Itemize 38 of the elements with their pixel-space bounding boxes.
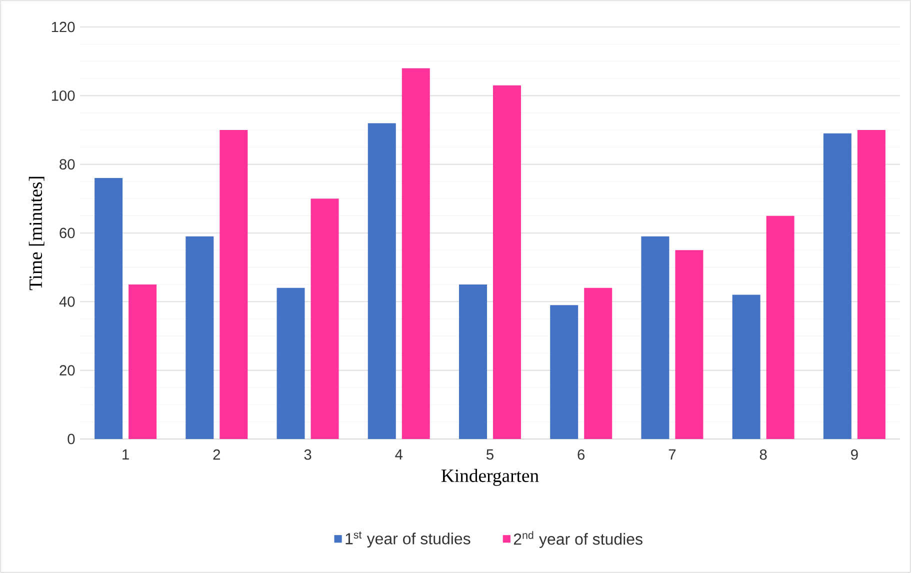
x-tick-label: 2 [213, 449, 220, 460]
x-tick-label: 5 [486, 449, 494, 460]
y-tick-label: 80 [60, 159, 75, 170]
bar [675, 250, 704, 439]
bar [128, 284, 157, 439]
x-tick-label: 1 [122, 449, 129, 460]
x-tick-label: 9 [851, 449, 858, 460]
legend-label: 2$^{nd}$ year of studies [514, 531, 642, 548]
bar [276, 288, 305, 439]
bar [220, 130, 248, 439]
bar [94, 178, 123, 439]
x-tick-label: 4 [395, 449, 403, 460]
bar [458, 284, 487, 439]
bar [584, 288, 612, 439]
bar [402, 68, 430, 439]
y-tick-label: 120 [52, 22, 75, 32]
bar [766, 216, 794, 439]
y-tick-label: 40 [59, 296, 75, 307]
bar [186, 236, 214, 439]
x-tick-label: 3 [304, 449, 312, 460]
x-tick-label: 6 [578, 449, 585, 460]
x-tick-label: 7 [668, 449, 676, 460]
bar [641, 236, 670, 439]
x-tick-label: 8 [760, 449, 767, 460]
bar [857, 130, 886, 439]
y-axis-title: Time [minutes] [28, 176, 44, 290]
y-tick-label: 100 [52, 90, 75, 101]
bar [732, 294, 760, 439]
legend-label: 1$^{st}$ year of studies [346, 532, 470, 548]
bar [550, 305, 578, 439]
bar [492, 85, 521, 439]
y-tick-label: 0 [68, 434, 75, 444]
bar [823, 133, 852, 439]
bar [368, 123, 396, 439]
bar [310, 198, 339, 439]
y-tick-label: 20 [60, 365, 75, 376]
x-axis-title: Kindergarten [441, 468, 539, 486]
y-tick-label: 60 [60, 228, 75, 238]
